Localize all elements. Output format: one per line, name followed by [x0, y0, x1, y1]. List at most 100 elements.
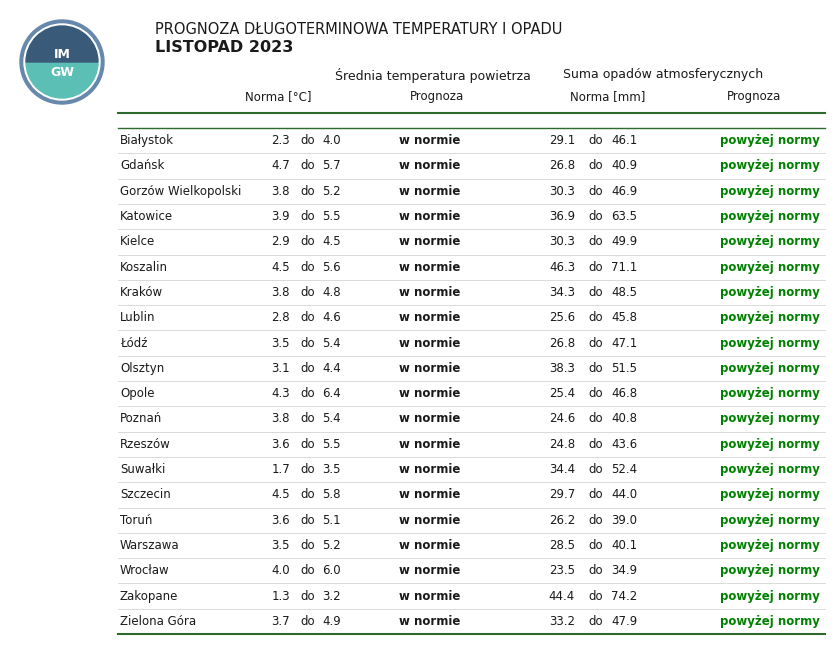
Text: 48.5: 48.5: [611, 286, 637, 299]
Text: Katowice: Katowice: [120, 210, 173, 223]
Text: 4.6: 4.6: [322, 311, 341, 324]
Text: do: do: [301, 463, 315, 476]
Text: 30.3: 30.3: [549, 185, 575, 198]
Text: 38.3: 38.3: [549, 362, 575, 375]
Text: w normie: w normie: [399, 311, 460, 324]
Text: do: do: [301, 210, 315, 223]
Text: powyżej normy: powyżej normy: [720, 615, 820, 628]
Text: powyżej normy: powyżej normy: [720, 387, 820, 400]
Text: 34.9: 34.9: [611, 564, 637, 577]
Text: do: do: [301, 564, 315, 577]
Text: do: do: [589, 438, 603, 451]
Text: do: do: [589, 387, 603, 400]
Text: 2.9: 2.9: [271, 235, 290, 248]
Text: w normie: w normie: [399, 387, 460, 400]
Text: do: do: [589, 185, 603, 198]
Text: w normie: w normie: [399, 513, 460, 527]
Text: do: do: [589, 615, 603, 628]
Text: Kraków: Kraków: [120, 286, 163, 299]
Text: do: do: [301, 413, 315, 426]
Text: 1.3: 1.3: [271, 590, 290, 602]
Text: Wrocław: Wrocław: [120, 564, 170, 577]
Text: LISTOPAD 2023: LISTOPAD 2023: [155, 40, 293, 55]
Text: 33.2: 33.2: [549, 615, 575, 628]
Text: 3.8: 3.8: [271, 286, 290, 299]
Text: 74.2: 74.2: [611, 590, 638, 602]
Text: 52.4: 52.4: [611, 463, 637, 476]
Text: 40.9: 40.9: [611, 159, 637, 173]
Text: w normie: w normie: [399, 235, 460, 248]
Text: 2.3: 2.3: [271, 134, 290, 147]
Text: Norma [°C]: Norma [°C]: [245, 90, 312, 103]
Text: Prognoza: Prognoza: [410, 90, 465, 103]
Text: do: do: [301, 286, 315, 299]
Text: 40.1: 40.1: [611, 539, 637, 552]
Text: 4.4: 4.4: [322, 362, 341, 375]
Text: 5.6: 5.6: [322, 261, 341, 273]
Text: do: do: [589, 564, 603, 577]
Text: 5.2: 5.2: [322, 539, 341, 552]
Text: do: do: [301, 539, 315, 552]
Text: 49.9: 49.9: [611, 235, 638, 248]
Text: do: do: [589, 159, 603, 173]
Text: 4.0: 4.0: [322, 134, 341, 147]
Text: w normie: w normie: [399, 438, 460, 451]
Text: powyżej normy: powyżej normy: [720, 337, 820, 349]
Text: 6.0: 6.0: [322, 564, 341, 577]
Text: 30.3: 30.3: [549, 235, 575, 248]
Text: 4.3: 4.3: [271, 387, 290, 400]
Text: 28.5: 28.5: [549, 539, 575, 552]
Text: do: do: [301, 590, 315, 602]
Text: 43.6: 43.6: [611, 438, 637, 451]
Text: 5.7: 5.7: [322, 159, 341, 173]
Text: 29.1: 29.1: [549, 134, 575, 147]
Text: 4.8: 4.8: [322, 286, 341, 299]
Text: do: do: [589, 539, 603, 552]
Text: do: do: [589, 337, 603, 349]
Text: w normie: w normie: [399, 564, 460, 577]
Text: do: do: [589, 311, 603, 324]
Text: w normie: w normie: [399, 159, 460, 173]
Text: PROGNOZA DŁUGOTERMINOWA TEMPERATURY I OPADU: PROGNOZA DŁUGOTERMINOWA TEMPERATURY I OP…: [155, 22, 562, 37]
Text: w normie: w normie: [399, 413, 460, 426]
Text: 26.8: 26.8: [549, 159, 575, 173]
Text: 26.8: 26.8: [549, 337, 575, 349]
Text: Rzeszów: Rzeszów: [120, 438, 171, 451]
Text: do: do: [589, 413, 603, 426]
Text: do: do: [589, 513, 603, 527]
Text: do: do: [301, 362, 315, 375]
Text: 23.5: 23.5: [549, 564, 575, 577]
Text: 25.6: 25.6: [549, 311, 575, 324]
Text: 4.7: 4.7: [271, 159, 290, 173]
Text: 4.0: 4.0: [271, 564, 290, 577]
Text: powyżej normy: powyżej normy: [720, 539, 820, 552]
Text: powyżej normy: powyżej normy: [720, 159, 820, 173]
Text: powyżej normy: powyżej normy: [720, 590, 820, 602]
Text: 40.8: 40.8: [611, 413, 637, 426]
Text: Warszawa: Warszawa: [120, 539, 180, 552]
Text: Prognoza: Prognoza: [727, 90, 781, 103]
Text: do: do: [301, 387, 315, 400]
Text: do: do: [301, 159, 315, 173]
Text: do: do: [301, 337, 315, 349]
Text: Łódź: Łódź: [120, 337, 148, 349]
Text: 3.7: 3.7: [271, 615, 290, 628]
Text: powyżej normy: powyżej normy: [720, 564, 820, 577]
Text: powyżej normy: powyżej normy: [720, 362, 820, 375]
Text: w normie: w normie: [399, 185, 460, 198]
Text: 3.5: 3.5: [271, 337, 290, 349]
Text: do: do: [589, 362, 603, 375]
Text: w normie: w normie: [399, 488, 460, 501]
Text: Norma [mm]: Norma [mm]: [570, 90, 645, 103]
Text: Suma opadów atmosferycznych: Suma opadów atmosferycznych: [563, 68, 763, 81]
Circle shape: [20, 20, 104, 104]
Wedge shape: [26, 62, 98, 98]
Text: powyżej normy: powyżej normy: [720, 261, 820, 273]
Text: Zakopane: Zakopane: [120, 590, 178, 602]
Text: 24.6: 24.6: [549, 413, 575, 426]
Text: 47.1: 47.1: [611, 337, 638, 349]
Text: 44.0: 44.0: [611, 488, 637, 501]
Text: do: do: [301, 311, 315, 324]
Text: 5.4: 5.4: [322, 337, 341, 349]
Text: powyżej normy: powyżej normy: [720, 185, 820, 198]
